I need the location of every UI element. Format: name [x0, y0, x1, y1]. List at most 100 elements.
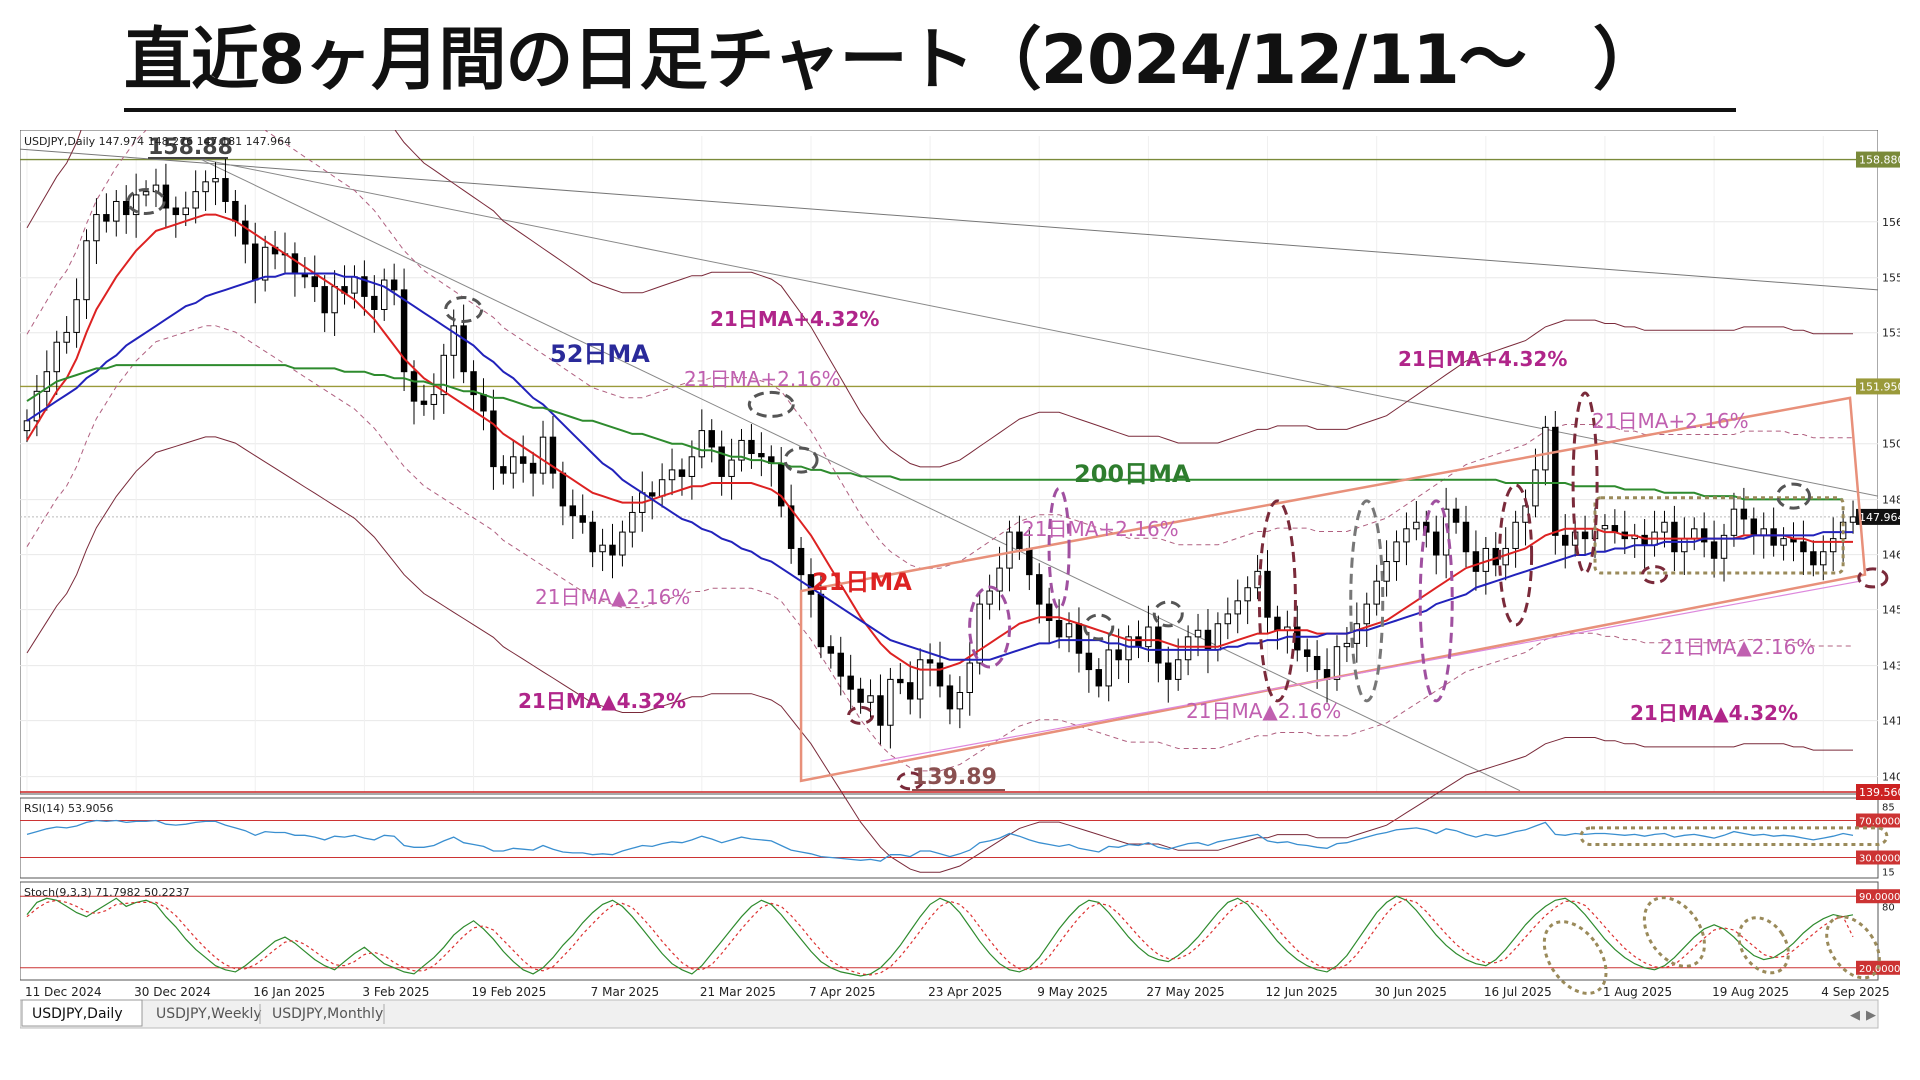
candle-body [490, 410, 497, 468]
candle-body [381, 279, 388, 310]
candle-body [142, 191, 150, 196]
rsi-level-label: 70.0000 [1859, 817, 1900, 828]
price-tick-label: 141.740 [1882, 715, 1900, 728]
candle-body [579, 515, 586, 523]
candle-body [1552, 426, 1559, 536]
tab-monthly-label[interactable]: USDJPY,Monthly [272, 1006, 383, 1022]
candle-body [1155, 626, 1162, 664]
high-price-callout: 158.88 [148, 135, 233, 160]
candle-body [261, 246, 269, 281]
date-tick-label: 30 Dec 2024 [134, 985, 211, 999]
candle-body [1363, 603, 1370, 625]
tab-weekly-label[interactable]: USDJPY,Weekly [156, 1006, 262, 1022]
candle-body [1105, 649, 1112, 687]
candle-body [480, 394, 487, 412]
candle-body [887, 678, 894, 726]
date-tick-label: 11 Dec 2024 [25, 985, 102, 999]
moving-average-line [26, 364, 1844, 501]
candle-body [1581, 531, 1589, 540]
tab-daily-label[interactable]: USDJPY,Daily [32, 1006, 123, 1022]
envelope-band [26, 130, 1853, 569]
candle-body [678, 469, 686, 477]
horizontal-levels: 158.880 151.950 139.560 147.964 [20, 151, 1900, 800]
candle-body [1234, 600, 1241, 615]
stoch-panel[interactable] [20, 881, 1879, 981]
highlight-ellipse [1775, 482, 1811, 510]
candle-body [1145, 626, 1152, 648]
candle-body [53, 341, 60, 373]
stoch-tick-label: 80 [1882, 902, 1895, 913]
candle-body [390, 279, 398, 291]
tab-bar [20, 999, 1879, 1029]
candle-body [827, 646, 835, 654]
candle-body [73, 299, 80, 333]
candle-body [1045, 603, 1053, 621]
price-scale[interactable] [1878, 130, 1900, 794]
rsi-tick-label: 15 [1882, 867, 1895, 878]
candle-body [1353, 623, 1361, 644]
candle-body [1264, 570, 1271, 618]
drawn-overlays [126, 187, 1889, 791]
candle-body [867, 695, 874, 703]
candle-body [549, 436, 557, 474]
annotation-label: 21日MA [812, 568, 912, 596]
candle-body [807, 574, 815, 595]
annotation-label: 21日MA▲4.32% [1630, 701, 1798, 725]
candle-body [658, 479, 666, 497]
candle-body [1303, 649, 1311, 657]
candle-body [1740, 508, 1748, 520]
candle-body [956, 691, 964, 710]
candle-body [222, 178, 229, 202]
candle-body [1016, 531, 1023, 549]
candle-body [1641, 534, 1648, 546]
candle-body [251, 243, 259, 281]
candle-body [1383, 561, 1390, 582]
candle-body [63, 331, 70, 343]
candle-body [1770, 528, 1777, 546]
candle-body [242, 220, 249, 245]
candle-body [1224, 613, 1232, 625]
candle-body [182, 207, 189, 216]
chart-frame[interactable]: 158.880 151.950 139.560 147.964 52日MA 21日MA 2… [20, 130, 1900, 1060]
stoch-level-tag [1856, 889, 1900, 904]
envelope-band [26, 130, 1853, 468]
candle-body [1562, 534, 1569, 546]
candle-body [43, 371, 51, 392]
rsi-level-label: 30.0000 [1859, 854, 1900, 865]
candle-body [1691, 528, 1698, 540]
trendline [20, 148, 1879, 291]
rsi-panel[interactable] [20, 797, 1879, 879]
stoch-level-label: 90.0000 [1859, 892, 1900, 903]
annotation-label: 21日MA+2.16% [1592, 409, 1749, 433]
date-tick-label: 19 Aug 2025 [1712, 985, 1789, 999]
highlight-ellipse [1349, 499, 1385, 703]
candle-body [847, 675, 854, 690]
main-panel[interactable] [20, 130, 1879, 795]
candle-body [1174, 659, 1182, 680]
tab-scroll-right-icon[interactable]: ▶ [1866, 1008, 1876, 1023]
date-tick-label: 27 May 2025 [1146, 985, 1224, 999]
candle-body [926, 659, 934, 664]
tab-daily[interactable] [21, 999, 143, 1027]
candle-body [1343, 642, 1351, 648]
price-tick-label: 140.030 [1882, 771, 1900, 784]
candle-body [936, 662, 944, 687]
candle-body [291, 253, 299, 274]
price-tick-label: 143.420 [1882, 660, 1900, 673]
date-tick-label: 1 Aug 2025 [1603, 985, 1672, 999]
candle-body [837, 652, 844, 677]
candle-body [797, 547, 805, 576]
candle-body [748, 439, 755, 455]
highlight-ellipse [1498, 483, 1534, 627]
candle-body [648, 492, 656, 497]
stoch-highlight-ellipse [1542, 920, 1608, 995]
candle-body [1244, 587, 1251, 602]
candle-body [1313, 655, 1321, 671]
candle-body [976, 603, 983, 664]
highlight-ellipse [1083, 613, 1115, 641]
candle-body [23, 420, 31, 432]
candle-body [1522, 505, 1529, 523]
candle-body [1829, 538, 1837, 553]
tab-scroll-left-icon[interactable]: ◀ [1850, 1008, 1860, 1023]
